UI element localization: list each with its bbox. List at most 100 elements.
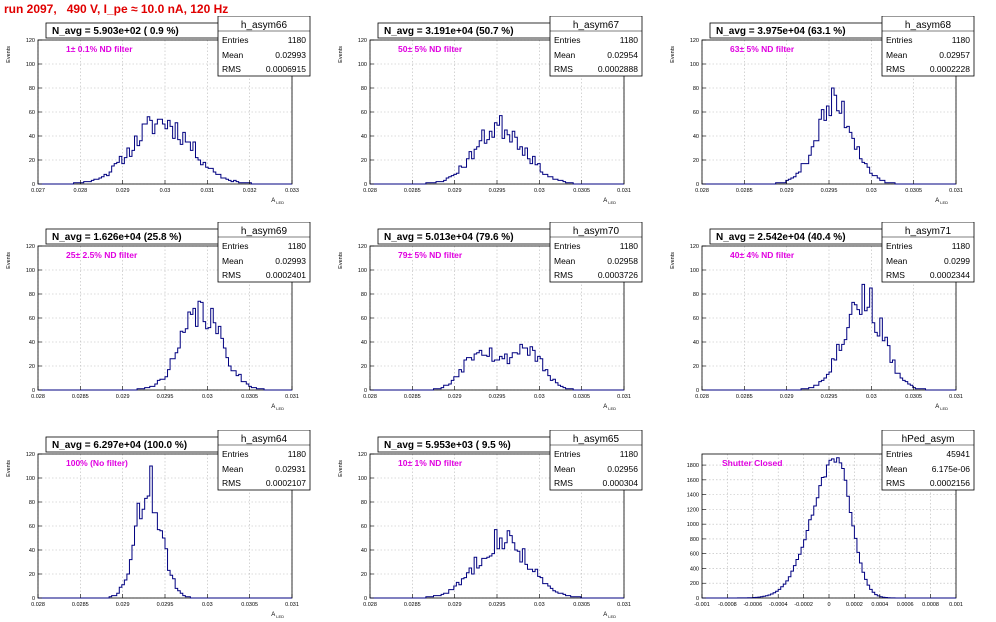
x-axis-label: ALED [603,404,616,411]
x-tick-label: 0.0295 [157,602,174,608]
y-axis-label: Events [670,252,676,269]
histogram-h-asym70: 0.028 0.0285 0.029 0.0295 0.03 0.0305 0.031 0 20… [338,222,643,411]
stat-value: 1180 [288,241,307,251]
x-tick-label: 0.0305 [241,602,258,608]
histogram-title: N_avg = 5.953e+03 ( 9.5 %) [384,440,511,451]
stat-label: RMS [554,64,573,74]
x-tick-label: 0.031 [285,602,299,608]
stat-label: Entries [222,449,248,459]
y-tick-label: 60 [693,110,699,116]
y-tick-label: 120 [358,244,367,250]
histogram-title: N_avg = 5.903e+02 ( 0.9 %) [52,26,179,37]
y-tick-label: 1400 [687,493,699,499]
histogram-h-asym65: 0.028 0.0285 0.029 0.0295 0.03 0.0305 0.031 0 20… [338,430,643,619]
stat-value: 0.0002888 [598,64,638,74]
x-tick-label: 0.03 [534,188,545,194]
y-tick-label: 120 [26,244,35,250]
x-tick-label: 0.029 [116,188,130,194]
stat-value: 0.02954 [607,50,638,60]
histogram-name: h_asym71 [905,226,952,237]
y-tick-label: 80 [361,86,367,92]
y-tick-label: 1600 [687,478,699,484]
x-tick-label: 0 [827,602,830,608]
x-tick-label: 0.0285 [736,188,753,194]
y-tick-label: 80 [29,500,35,506]
histogram-name: h_asym67 [573,20,620,31]
y-tick-label: 800 [690,537,699,543]
stat-value: 0.0002228 [930,64,970,74]
stat-label: RMS [554,478,573,488]
histogram-h-asym68: 0.028 0.0285 0.029 0.0295 0.03 0.0305 0.031 0 20… [670,16,975,205]
stat-value: 1180 [288,449,307,459]
y-tick-label: 100 [358,476,367,482]
stat-value: 45941 [946,449,970,459]
y-tick-label: 40 [29,548,35,554]
x-tick-label: 0.0006 [897,602,914,608]
stat-value: 0.0002344 [930,270,970,280]
y-tick-label: 120 [26,452,35,458]
x-tick-label: 0.031 [285,394,299,400]
y-axis-label: Events [6,252,12,269]
stat-label: Mean [222,256,244,266]
stats-box: h_asym70 Entries 1180 Mean 0.02958 RMS 0.00037… [549,222,643,283]
stats-box: h_asym71 Entries 1180 Mean 0.0299 RMS 0.000234… [881,222,975,283]
x-tick-label: 0.001 [949,602,963,608]
x-tick-label: 0.0295 [489,394,506,400]
y-tick-label: 100 [358,62,367,68]
x-tick-label: 0.0285 [404,188,421,194]
y-tick-label: 40 [361,548,367,554]
histogram-title: N_avg = 1.626e+04 (25.8 %) [52,232,182,243]
x-tick-label: 0.029 [448,188,462,194]
stats-box: h_asym69 Entries 1180 Mean 0.02993 RMS 0.00024… [217,222,311,283]
stat-value: 0.0003726 [598,270,638,280]
x-tick-label: 0.031 [617,394,631,400]
run-title: run 2097, 490 V, I_pe ≈ 10.0 nA, 120 Hz [4,2,229,16]
y-tick-label: 80 [361,500,367,506]
histogram-title: N_avg = 5.013e+04 (79.6 %) [384,232,514,243]
x-tick-label: 0.033 [285,188,299,194]
y-tick-label: 60 [361,524,367,530]
y-tick-label: 40 [361,134,367,140]
stat-value: 1180 [620,35,639,45]
stat-value: 0.0002401 [266,270,306,280]
stat-label: Entries [554,35,580,45]
y-tick-label: 0 [364,182,367,188]
histogram-name: h_asym65 [573,434,620,445]
x-tick-label: 0.031 [949,394,963,400]
x-axis-label: ALED [271,612,284,619]
y-tick-label: 80 [29,292,35,298]
x-tick-label: 0.03 [160,188,171,194]
x-tick-label: 0.029 [116,394,130,400]
y-tick-label: 0 [32,596,35,602]
histogram-name: h_asym68 [905,20,952,31]
stat-label: RMS [886,64,905,74]
y-tick-label: 20 [693,364,699,370]
x-tick-label: 0.0295 [489,188,506,194]
filter-annotation: Shutter Closed [722,458,782,468]
stat-value: 0.02993 [275,256,306,266]
x-tick-label: 0.029 [116,602,130,608]
histogram-title: N_avg = 3.975e+04 (63.1 %) [716,26,846,37]
stat-value: 1180 [620,449,639,459]
filter-annotation: 50± 5% ND filter [398,44,463,54]
histogram-title: N_avg = 6.297e+04 (100.0 %) [52,440,187,451]
histogram-h-asym67: 0.028 0.0285 0.029 0.0295 0.03 0.0305 0.031 0 20… [338,16,643,205]
x-tick-label: 0.028 [31,602,45,608]
y-tick-label: 100 [358,268,367,274]
y-tick-label: 60 [361,316,367,322]
stat-value: 0.0002107 [266,478,306,488]
stat-value: 0.02993 [275,50,306,60]
stats-box: h_asym66 Entries 1180 Mean 0.02993 RMS 0.00069… [217,16,311,77]
stat-label: Mean [222,50,244,60]
stat-label: RMS [886,270,905,280]
histogram-h-asym66: 0.027 0.028 0.029 0.03 0.031 0.032 0.033 0 20 40 6… [6,16,311,205]
x-tick-label: 0.028 [363,602,377,608]
histogram-name: h_asym70 [573,226,620,237]
stat-label: Entries [222,241,248,251]
stat-label: Entries [886,241,912,251]
stats-box: h_asym68 Entries 1180 Mean 0.02957 RMS 0.00022… [881,16,975,77]
y-tick-label: 0 [696,596,699,602]
histogram-name: h_asym66 [241,20,288,31]
y-tick-label: 0 [696,388,699,394]
y-tick-label: 20 [361,572,367,578]
